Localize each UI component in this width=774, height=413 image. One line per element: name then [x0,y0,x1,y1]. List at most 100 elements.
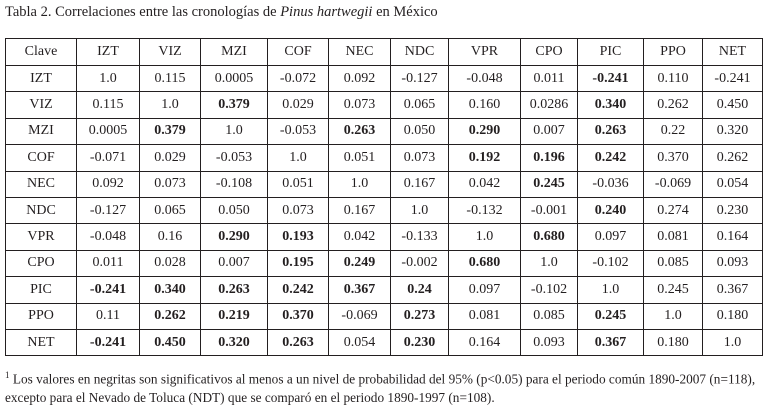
table-cell: 0.24 [390,276,449,304]
table-cell: 0.092 [328,64,391,93]
table-cell: 0.160 [448,91,521,119]
table-cell: 0.192 [448,144,521,172]
table-cell: 0.242 [577,144,644,172]
table-cell: -0.069 [328,302,391,330]
footnote-text: Los valores en negritas son significativ… [5,371,756,406]
table-cell: 0.0005 [200,64,268,93]
row-key: NET [5,328,77,357]
table-row: IZT 1.0 0.115 0.0005 -0.072 0.092 -0.127 -0.048… [5,64,763,93]
table-cell: -0.102 [577,249,644,278]
table-cell: 0.085 [520,302,578,330]
table-cell: 0.065 [390,91,449,119]
table-cell: 0.242 [267,276,329,304]
footnote: 1 Los valores en negritas son significat… [5,366,765,407]
table-cell: 0.263 [577,117,644,146]
table-cell: -0.048 [448,64,521,93]
table-cell: 0.097 [577,223,644,251]
table-cell: 1.0 [448,223,521,251]
caption-suffix: en México [372,4,438,20]
table-cell: 0.164 [702,223,763,251]
column-header: PPO [643,38,703,66]
table-cell: 0.029 [267,91,329,119]
header-row: Clave IZT VIZ MZI COF NEC NDC VPR CPO PIC PPO NET [5,38,763,66]
table-cell: 0.093 [702,249,763,278]
table-cell: 1.0 [643,302,703,330]
row-key: PPO [5,302,77,330]
table-cell: 0.051 [328,144,391,172]
table-cell: -0.241 [702,64,763,93]
table-cell: -0.127 [390,64,449,93]
table-cell: 0.050 [200,196,268,225]
column-header: VPR [448,38,521,66]
table-cell: 0.007 [200,249,268,278]
table-cell: -0.102 [520,276,578,304]
table-cell: 0.370 [643,144,703,172]
table-cell: 0.054 [328,328,391,357]
table-cell: 0.249 [328,249,391,278]
table-cell: 0.081 [448,302,521,330]
row-key: VPR [5,223,77,251]
table-cell: 0.193 [267,223,329,251]
table-cell: -0.069 [643,170,703,198]
table-cell: 0.230 [390,328,449,357]
table-cell: 0.320 [702,117,763,146]
row-key: MZI [5,117,77,146]
row-key: VIZ [5,91,77,119]
table-cell: 0.042 [448,170,521,198]
table-cell: 0.680 [520,223,578,251]
table-cell: 0.051 [267,170,329,198]
table-cell: 0.195 [267,249,329,278]
table-cell: 0.262 [643,91,703,119]
column-header: COF [267,38,329,66]
table-cell: -0.127 [76,196,140,225]
table-cell: 0.450 [139,328,201,357]
column-header: NET [702,38,763,66]
table-row: MZI 0.0005 0.379 1.0 -0.053 0.263 0.050 0.290 0.… [5,117,763,146]
table-cell: -0.002 [390,249,449,278]
table-cell: 0.011 [76,249,140,278]
column-header: NDC [390,38,449,66]
table-cell: 0.110 [643,64,703,93]
table-cell: -0.036 [577,170,644,198]
table-cell: 0.164 [448,328,521,357]
table-cell: 0.263 [328,117,391,146]
table-cell: 0.240 [577,196,644,225]
row-key: NDC [5,196,77,225]
table-cell: 0.370 [267,302,329,330]
table-cell: 0.290 [200,223,268,251]
table-row: NEC 0.092 0.073 -0.108 0.051 1.0 0.167 0.042 0.2… [5,170,763,198]
row-key: COF [5,144,77,172]
table-cell: 0.245 [577,302,644,330]
table-cell: -0.072 [267,64,329,93]
table-cell: -0.053 [267,117,329,146]
table-cell: 0.0005 [76,117,140,146]
column-header: Clave [5,38,77,66]
table-cell: 0.16 [139,223,201,251]
table-cell: 0.219 [200,302,268,330]
table-cell: 0.11 [76,302,140,330]
table-cell: 0.054 [702,170,763,198]
table-row: PIC -0.241 0.340 0.263 0.242 0.367 0.24 0.097 -0… [5,276,763,304]
table-cell: 0.081 [643,223,703,251]
table-cell: 0.011 [520,64,578,93]
table-cell: 1.0 [139,91,201,119]
table-cell: 1.0 [76,64,140,93]
table-cell: 0.245 [520,170,578,198]
row-key: PIC [5,276,77,304]
column-header: MZI [200,38,268,66]
table-cell: -0.241 [76,328,140,357]
table-cell: 0.050 [390,117,449,146]
table-cell: 0.245 [643,276,703,304]
table-cell: 1.0 [390,196,449,225]
table-caption: Tabla 2. Correlaciones entre las cronolo… [5,4,438,21]
table-cell: 0.340 [139,276,201,304]
table-cell: 0.073 [139,170,201,198]
table-cell: -0.108 [200,170,268,198]
table-cell: 0.379 [139,117,201,146]
table-cell: 0.042 [328,223,391,251]
column-header: IZT [76,38,140,66]
table-cell: 0.167 [390,170,449,198]
table-cell: 0.263 [200,276,268,304]
table-row: VPR -0.048 0.16 0.290 0.193 0.042 -0.133 1.0 0.6… [5,223,763,251]
table-cell: 0.065 [139,196,201,225]
